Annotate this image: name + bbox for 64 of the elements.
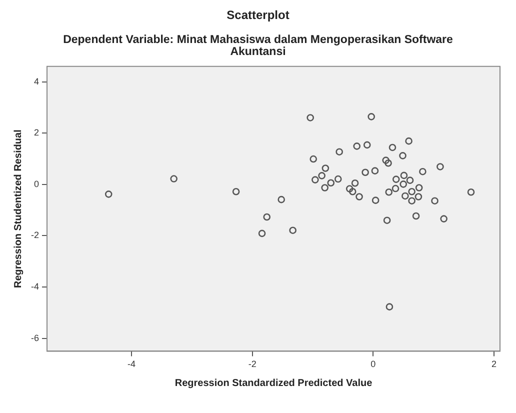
point <box>371 167 379 174</box>
y-tick-label: -6 <box>30 332 39 343</box>
point <box>372 196 380 204</box>
point <box>408 188 416 196</box>
x-axis-title: Regression Standardized Predicted Value <box>174 378 373 389</box>
point <box>170 175 178 182</box>
point <box>414 193 422 200</box>
point <box>334 175 342 183</box>
point <box>383 216 391 224</box>
point <box>310 155 318 163</box>
point <box>392 176 400 183</box>
point <box>346 185 354 192</box>
point <box>415 184 423 192</box>
point <box>400 180 408 188</box>
point <box>436 163 444 170</box>
point <box>104 190 112 198</box>
point <box>318 172 326 180</box>
chart-title: Scatterplot <box>226 8 290 22</box>
point <box>405 137 412 145</box>
x-tick-label: -2 <box>248 359 256 370</box>
y-tick-label: 4 <box>34 76 39 86</box>
point <box>258 230 266 238</box>
point <box>327 179 335 187</box>
point <box>412 212 420 220</box>
point <box>336 148 343 156</box>
y-tick-label: -4 <box>30 282 39 292</box>
point <box>232 188 240 196</box>
point <box>312 176 319 184</box>
point <box>431 197 438 204</box>
point <box>399 152 406 160</box>
point <box>321 184 328 192</box>
x-tick-label: -4 <box>128 359 136 370</box>
point <box>402 192 409 200</box>
point <box>385 188 393 196</box>
point <box>400 172 408 180</box>
y-tick-label: -2 <box>30 230 39 240</box>
x-tick-label: 2 <box>491 359 496 370</box>
point <box>278 196 286 204</box>
point <box>306 114 314 122</box>
point <box>362 168 369 176</box>
point <box>353 142 361 150</box>
point <box>363 141 371 149</box>
y-tick-label: 0 <box>34 178 39 189</box>
x-tick-label: 0 <box>370 359 376 370</box>
point <box>386 303 394 310</box>
point <box>263 213 271 221</box>
point <box>356 193 363 200</box>
point <box>289 226 296 234</box>
point <box>408 197 416 204</box>
point <box>368 113 375 120</box>
point <box>351 179 359 187</box>
point <box>467 188 475 196</box>
point <box>392 184 400 192</box>
point <box>419 168 426 176</box>
point <box>322 164 330 172</box>
y-axis-title: Regression Studentized Residual <box>12 129 24 288</box>
chart-subtitle: Dependent Variable: Minat Mahasiswa dalam Mengoperasikan Software Akuntansi <box>62 34 454 58</box>
point <box>384 159 392 167</box>
point <box>382 156 390 164</box>
point <box>388 144 396 152</box>
point <box>348 188 356 196</box>
y-tick-label: 2 <box>34 128 39 138</box>
point <box>406 176 414 184</box>
point <box>440 215 448 222</box>
